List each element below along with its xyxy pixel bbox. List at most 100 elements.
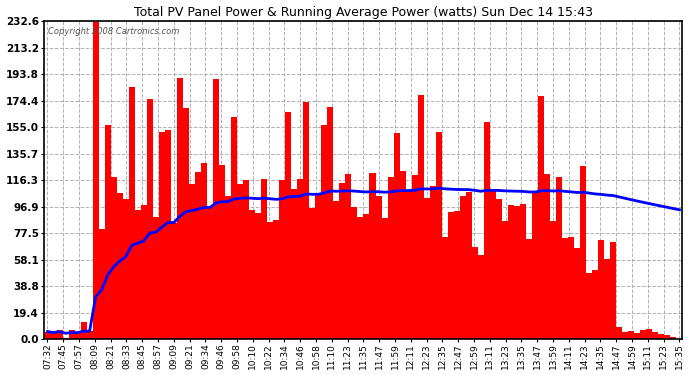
Bar bbox=[406, 191, 412, 339]
Bar bbox=[550, 220, 556, 339]
Bar bbox=[195, 172, 201, 339]
Bar bbox=[201, 164, 207, 339]
Bar bbox=[117, 193, 123, 339]
Bar bbox=[273, 220, 279, 339]
Bar bbox=[472, 247, 478, 339]
Bar bbox=[309, 208, 315, 339]
Bar bbox=[604, 259, 610, 339]
Bar bbox=[448, 212, 454, 339]
Bar bbox=[664, 334, 671, 339]
Bar bbox=[92, 22, 99, 339]
Bar bbox=[207, 207, 213, 339]
Bar bbox=[544, 174, 550, 339]
Bar bbox=[231, 117, 237, 339]
Bar bbox=[279, 180, 285, 339]
Bar bbox=[508, 205, 514, 339]
Bar bbox=[152, 217, 159, 339]
Bar bbox=[496, 199, 502, 339]
Bar bbox=[484, 122, 490, 339]
Bar bbox=[586, 273, 592, 339]
Bar bbox=[580, 165, 586, 339]
Bar bbox=[490, 191, 496, 339]
Bar bbox=[177, 78, 183, 339]
Bar bbox=[388, 177, 393, 339]
Text: Copyright 2008 Cartronics.com: Copyright 2008 Cartronics.com bbox=[48, 27, 179, 36]
Bar bbox=[44, 332, 50, 339]
Bar bbox=[538, 96, 544, 339]
Bar bbox=[357, 216, 364, 339]
Bar bbox=[370, 173, 375, 339]
Bar bbox=[412, 175, 417, 339]
Bar bbox=[466, 192, 472, 339]
Bar bbox=[129, 87, 135, 339]
Bar bbox=[393, 133, 400, 339]
Bar bbox=[189, 184, 195, 339]
Bar bbox=[81, 322, 87, 339]
Bar bbox=[225, 196, 231, 339]
Bar bbox=[400, 171, 406, 339]
Bar bbox=[63, 338, 68, 339]
Bar bbox=[652, 332, 658, 339]
Bar bbox=[171, 223, 177, 339]
Bar bbox=[671, 337, 676, 339]
Bar bbox=[327, 107, 333, 339]
Bar bbox=[460, 196, 466, 339]
Bar bbox=[99, 229, 105, 339]
Bar bbox=[375, 196, 382, 339]
Bar bbox=[351, 207, 357, 339]
Bar bbox=[68, 330, 75, 339]
Bar bbox=[110, 177, 117, 339]
Bar bbox=[243, 180, 249, 339]
Bar bbox=[147, 99, 152, 339]
Bar bbox=[249, 210, 255, 339]
Bar bbox=[598, 240, 604, 339]
Bar bbox=[514, 206, 520, 339]
Bar bbox=[213, 79, 219, 339]
Bar bbox=[267, 222, 273, 339]
Bar bbox=[562, 237, 568, 339]
Bar bbox=[442, 237, 448, 339]
Bar bbox=[123, 199, 129, 339]
Bar bbox=[346, 174, 351, 339]
Bar bbox=[622, 332, 629, 339]
Bar bbox=[57, 330, 63, 339]
Bar bbox=[526, 239, 532, 339]
Bar bbox=[364, 214, 370, 339]
Bar bbox=[629, 331, 634, 339]
Bar bbox=[574, 248, 580, 339]
Bar bbox=[424, 198, 430, 339]
Bar bbox=[417, 95, 424, 339]
Bar bbox=[610, 242, 616, 339]
Bar bbox=[304, 102, 309, 339]
Bar bbox=[640, 330, 647, 339]
Title: Total PV Panel Power & Running Average Power (watts) Sun Dec 14 15:43: Total PV Panel Power & Running Average P… bbox=[134, 6, 593, 18]
Bar bbox=[255, 213, 261, 339]
Bar bbox=[478, 255, 484, 339]
Bar bbox=[50, 333, 57, 339]
Bar bbox=[435, 132, 442, 339]
Bar bbox=[75, 333, 81, 339]
Bar bbox=[430, 186, 435, 339]
Bar bbox=[520, 204, 526, 339]
Bar bbox=[105, 124, 110, 339]
Bar bbox=[165, 130, 171, 339]
Bar bbox=[297, 179, 304, 339]
Bar bbox=[315, 194, 322, 339]
Bar bbox=[333, 201, 339, 339]
Bar bbox=[285, 112, 291, 339]
Bar bbox=[454, 211, 460, 339]
Bar bbox=[141, 205, 147, 339]
Bar bbox=[658, 334, 664, 339]
Bar bbox=[87, 331, 92, 339]
Bar bbox=[556, 177, 562, 339]
Bar bbox=[592, 270, 598, 339]
Bar bbox=[568, 237, 574, 339]
Bar bbox=[647, 329, 652, 339]
Bar bbox=[291, 189, 297, 339]
Bar bbox=[135, 210, 141, 339]
Bar bbox=[634, 333, 640, 339]
Bar bbox=[237, 184, 243, 339]
Bar bbox=[183, 108, 189, 339]
Bar bbox=[382, 218, 388, 339]
Bar bbox=[502, 221, 508, 339]
